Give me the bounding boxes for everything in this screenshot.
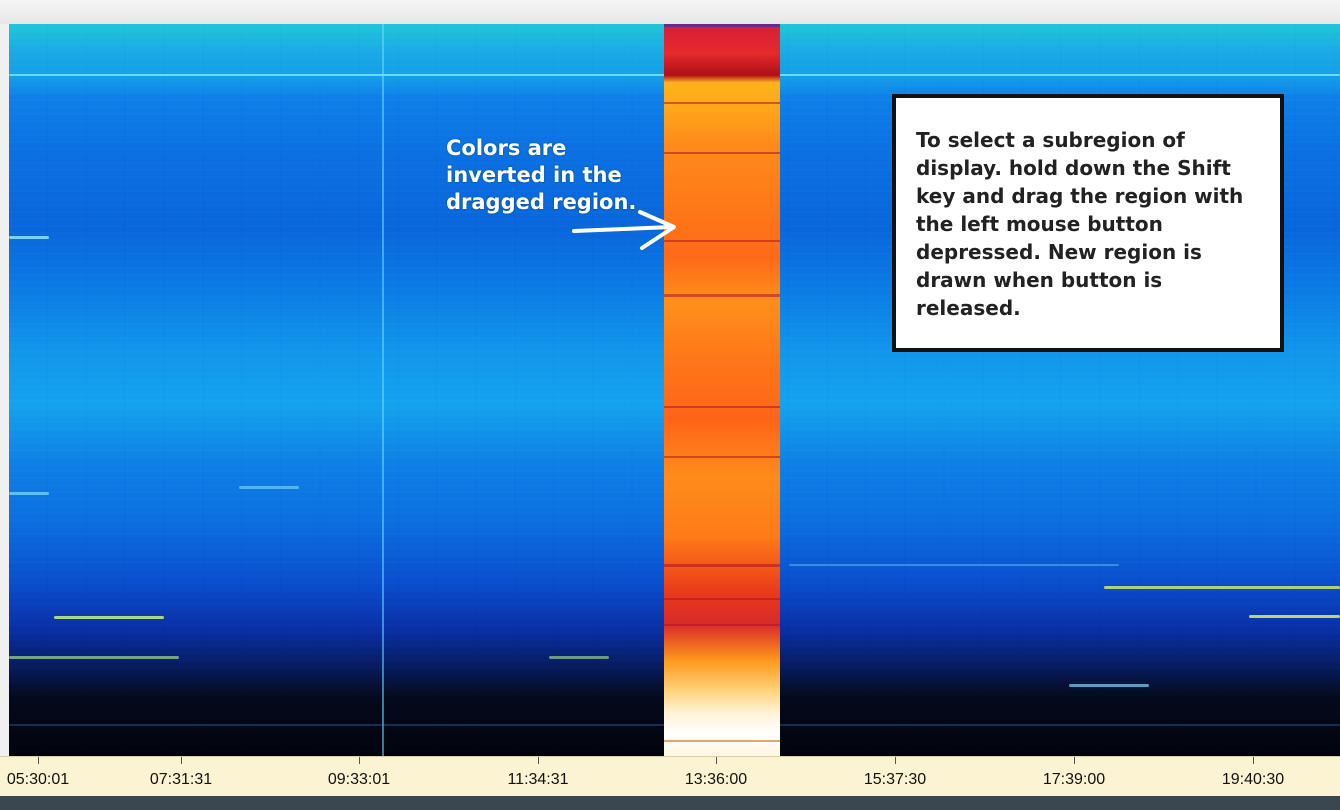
spectral-line [9,236,49,239]
axis-tick-label: 11:34:31 [507,771,569,788]
selection-stripe [664,240,780,242]
selection-stripe [664,598,780,600]
spectral-line [549,656,609,659]
selection-stripe [664,294,780,297]
axis-tick [359,757,360,764]
axis-tick [1074,757,1075,764]
axis-tick [538,757,539,764]
axis-tick-label: 17:39:00 [1042,771,1106,788]
selected-region[interactable] [664,24,780,756]
inverted-colors-annotation: Colors are inverted in the dragged regio… [446,136,637,214]
spectrogram-display[interactable] [9,24,1340,756]
selection-stripe [664,152,780,154]
axis-tick-label: 09:33:01 [327,771,391,788]
axis-tick [38,757,39,764]
axis-tick [181,757,182,764]
axis-tick [716,757,717,764]
time-axis: 05:30:01 07:31:31 09:33:01 11:34:31 13:3… [0,756,1340,797]
selection-stripe [664,740,780,742]
selection-top-edge [664,24,780,27]
selection-stripe [664,102,780,104]
spectral-line [54,616,164,619]
vertical-marker-line [382,24,384,756]
spectral-line [1249,615,1340,618]
selection-stripe [664,406,780,408]
selection-stripe [664,564,780,567]
selection-stripe [664,624,780,626]
axis-tick-label: 15:37:30 [863,771,927,788]
spectral-line [789,564,1119,566]
instructions-box: To select a subregion of display. hold d… [892,94,1284,352]
spectral-line [9,656,179,659]
axis-tick-label: 07:31:31 [149,771,213,788]
spectral-line [239,486,299,489]
spectral-line [9,492,49,495]
axis-tick [1253,757,1254,764]
axis-tick [895,757,896,764]
axis-tick-label: 05:30:01 [6,771,70,788]
axis-tick-label: 13:36:00 [684,771,748,788]
arrow-right-icon [572,210,676,250]
spectral-line [1069,684,1149,687]
status-bar [0,796,1340,810]
window-top-bar [0,0,1340,25]
spectral-line [1104,586,1340,589]
selection-stripe [664,456,780,458]
axis-tick-label: 19:40:30 [1221,771,1285,788]
